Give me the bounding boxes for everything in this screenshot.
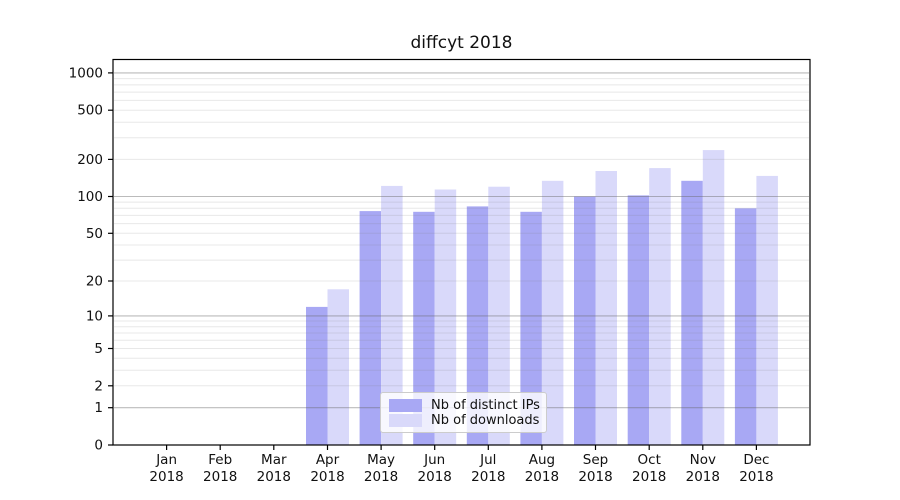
bar-downloads-apr [327,289,349,445]
bar-distinct-ips-sep [574,196,596,445]
y-tick-label: 500 [77,103,103,119]
bar-downloads-sep [595,171,617,445]
y-tick-label: 50 [86,226,103,242]
bar-distinct-ips-may [359,211,382,445]
bar-distinct-ips-aug [520,211,542,445]
legend-item: Nb of downloads [389,412,540,428]
axes-layer [108,58,811,450]
y-tick-label: 1000 [69,65,103,81]
legend-swatch-downloads [389,413,422,427]
x-tick-label-year: 2018 [578,469,612,485]
x-tick-label-year: 2018 [418,469,452,485]
legend-label: Nb of distinct IPs [431,397,540,413]
x-tick-label-month: Feb [208,452,232,468]
x-tick-label-month: Oct [638,452,661,468]
bar-distinct-ips-oct [627,195,650,445]
y-tick-label: 2 [94,378,103,394]
x-tick-label-year: 2018 [364,469,398,485]
y-tick-label: 1 [94,400,103,416]
x-tick-label-year: 2018 [310,469,344,485]
bar-downloads-may [381,185,403,445]
x-tick-label-month: Jul [479,452,496,468]
x-tick-label-month: Mar [261,452,287,468]
x-tick-label-year: 2018 [632,469,666,485]
bar-distinct-ips-jun [413,211,435,445]
bar-downloads-jun [434,189,457,445]
bar-downloads-dec [756,175,778,445]
bars-layer [306,150,778,446]
x-tick-label-month: Jan [155,452,177,468]
x-tick-label-month: May [367,452,395,468]
bar-downloads-oct [649,168,671,445]
x-tick-label-year: 2018 [149,469,183,485]
x-tick-label-year: 2018 [525,469,559,485]
chart-title: diffcyt 2018 [410,33,513,53]
y-tick-label: 20 [86,274,103,290]
bar-distinct-ips-jul [466,206,489,445]
y-tick-label: 10 [86,308,103,324]
x-tick-label-month: Sep [583,452,608,468]
x-tick-label-year: 2018 [203,469,237,485]
y-tick-label: 5 [94,341,103,357]
x-tick-label-month: Apr [316,452,340,468]
x-tick-label-year: 2018 [739,469,773,485]
bar-downloads-jul [488,186,510,445]
x-tick-label-month: Nov [690,452,716,468]
x-tick-label-month: Aug [529,452,555,468]
legend: Nb of distinct IPs Nb of downloads [380,392,547,433]
y-tick-label: 100 [77,189,103,205]
y-tick-label: 0 [94,438,103,454]
x-tick-label-year: 2018 [257,469,291,485]
x-tick-label-month: Jun [423,452,445,468]
tick-labels-layer: 01251020501002005001000Jan2018Feb2018Mar… [69,65,774,485]
legend-item: Nb of distinct IPs [389,397,540,413]
x-tick-label-year: 2018 [471,469,505,485]
plot-border [112,58,811,446]
y-tick-label: 200 [77,152,103,168]
x-tick-label-month: Dec [743,452,769,468]
bar-distinct-ips-apr [306,306,328,445]
bar-distinct-ips-dec [734,208,757,445]
bar-distinct-ips-nov [681,180,703,446]
legend-label: Nb of downloads [431,412,540,428]
bar-downloads-nov [702,150,725,445]
x-tick-label-year: 2018 [686,469,720,485]
bar-downloads-aug [541,180,564,446]
legend-swatch-distinct-ips [389,398,422,412]
